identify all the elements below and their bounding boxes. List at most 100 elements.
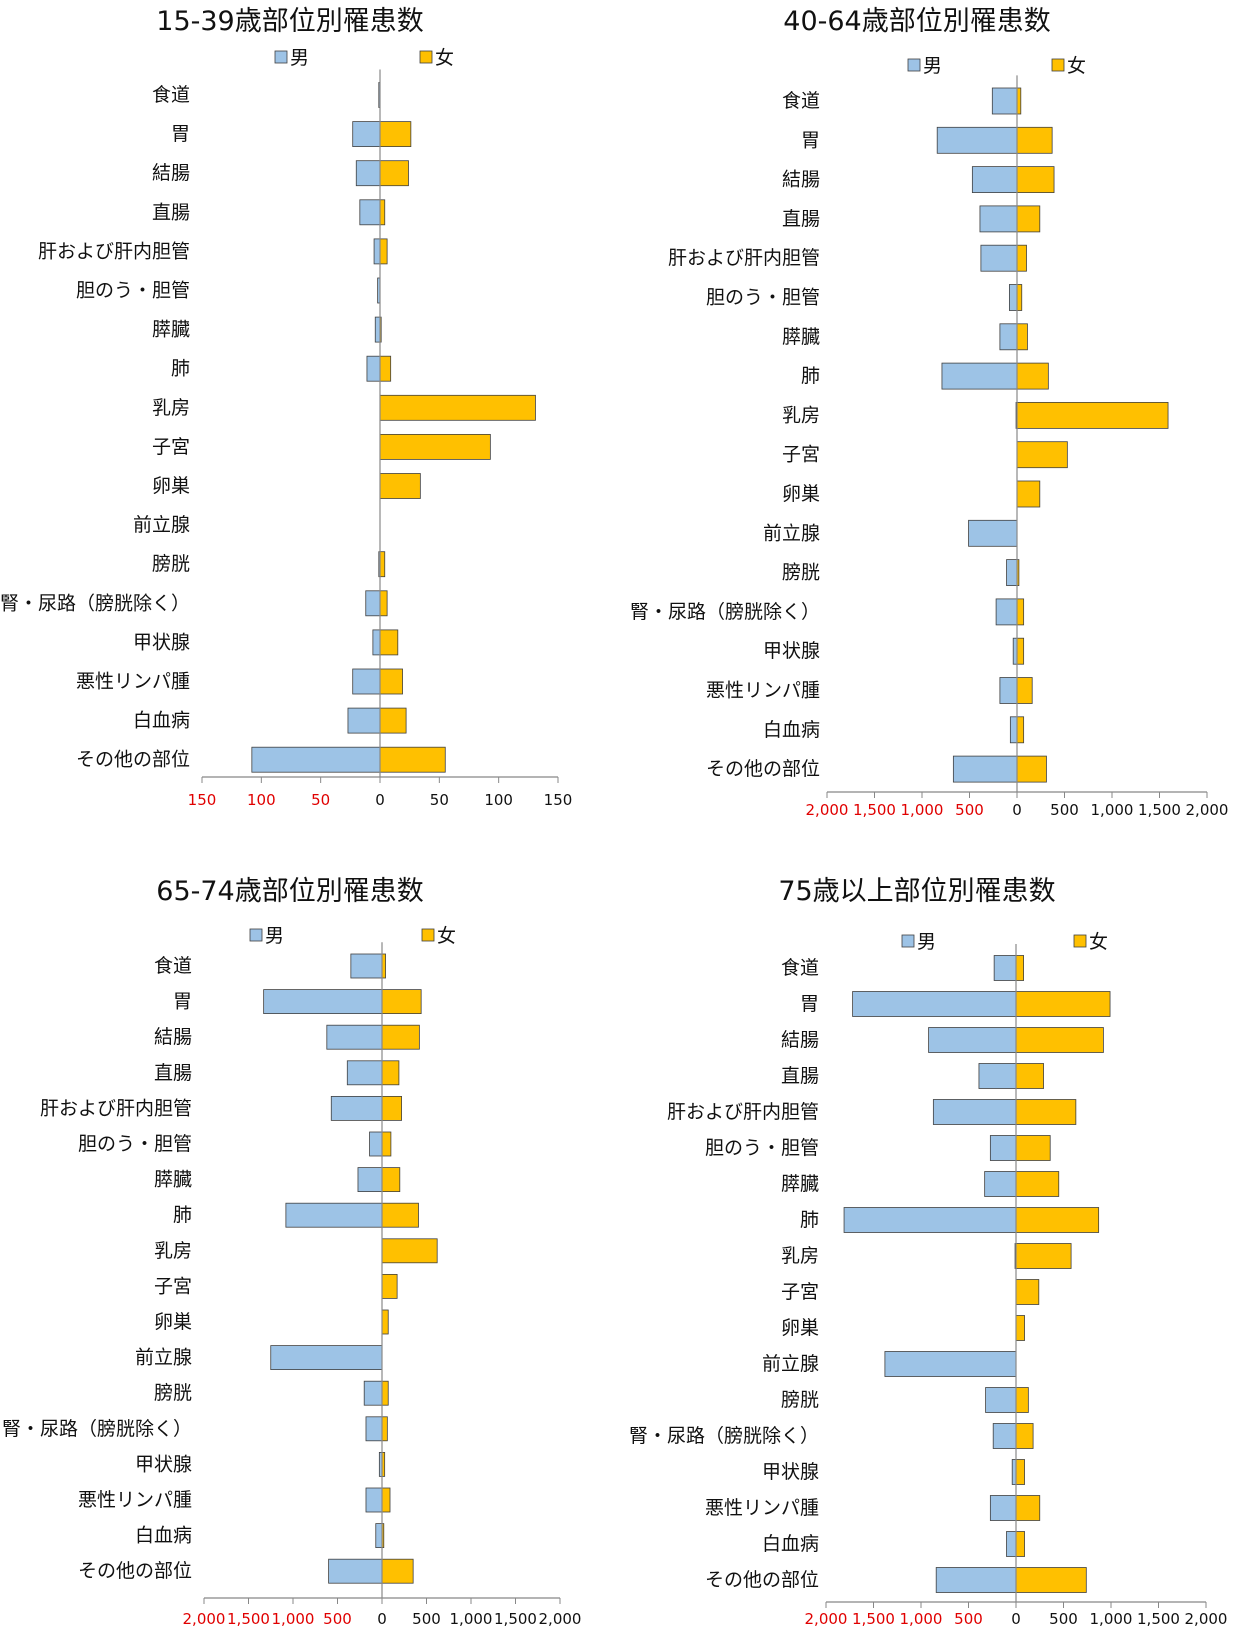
bar-male — [1009, 716, 1018, 744]
bar-female — [1015, 955, 1024, 981]
bar-male — [1006, 1531, 1017, 1557]
category-label: 肺 — [173, 1204, 192, 1226]
x-tick-label-left: 500 — [323, 1610, 352, 1628]
bar-female — [379, 160, 409, 187]
bar-male — [352, 121, 381, 147]
x-tick-label-right: 500 — [412, 1610, 441, 1628]
x-tick-label-right: 2,000 — [1185, 1610, 1228, 1628]
bar-male — [941, 362, 1018, 390]
bar-male — [374, 316, 381, 343]
bar-female — [1016, 598, 1025, 626]
x-tick-label-left: 150 — [188, 791, 217, 809]
bar-male — [985, 1387, 1017, 1413]
x-tick-label-right: 1,000 — [1091, 801, 1134, 819]
category-label: 胆のう・胆管 — [76, 280, 190, 302]
chart-panel-3: 65-74歳部位別罹患数男 女食道胃結腸 直腸 肝および肝内胆管 胆のう・胆管 膵臓肺乳房… — [0, 860, 600, 1634]
bar-female — [1016, 401, 1169, 429]
category-label: 白血病 — [762, 1533, 819, 1555]
bar-female — [381, 1131, 392, 1157]
bar-male — [270, 1345, 383, 1371]
bar-male — [372, 629, 381, 656]
chart-title: 40-64歳部位別罹患数 — [783, 6, 1050, 37]
x-tick-label-left: 500 — [955, 801, 984, 819]
x-tick-label-left: 2,000 — [183, 1610, 226, 1628]
category-label: 直腸 — [782, 208, 820, 230]
bar-male — [359, 199, 381, 226]
bar-male — [357, 1167, 383, 1193]
bar-female — [381, 1487, 391, 1513]
bar-male — [979, 205, 1018, 233]
category-label: 膀胱 — [152, 553, 190, 575]
category-label: 白血病 — [135, 1525, 192, 1547]
category-label: 肝および肝内胆管 — [38, 240, 190, 262]
category-label: 膵臓 — [782, 326, 820, 348]
category-label: 膀胱 — [154, 1382, 192, 1404]
x-tick-label-left: 2,000 — [805, 1610, 848, 1628]
x-tick-label-left: 100 — [247, 791, 276, 809]
category-label: 胆のう・胆管 — [705, 1137, 819, 1159]
category-label: 子宮 — [782, 444, 820, 466]
legend-label-female: 女 — [1089, 931, 1108, 953]
category-label: 直腸 — [781, 1065, 819, 1087]
x-tick-label-left: 1,000 — [900, 1610, 943, 1628]
bar-female — [1016, 677, 1033, 704]
bar-male — [935, 1567, 1017, 1593]
x-tick-label-right: 1,000 — [450, 1610, 493, 1628]
legend-swatch-female — [421, 928, 435, 942]
bar-female — [381, 1238, 438, 1264]
bar-male — [989, 1135, 1017, 1161]
chart-title: 15-39歳部位別罹患数 — [156, 6, 423, 37]
category-label: その他の部位 — [78, 1560, 192, 1582]
bar-female — [1015, 1459, 1025, 1485]
category-label: 甲状腺 — [763, 640, 820, 662]
bar-female — [1015, 1135, 1051, 1161]
legend-male: 男 — [249, 925, 284, 947]
legend-label-female: 女 — [437, 925, 456, 947]
category-label: 肺 — [801, 365, 820, 387]
legend-swatch-male — [249, 928, 263, 942]
bar-female — [381, 1309, 389, 1335]
bar-male — [984, 1171, 1017, 1197]
x-tick-label-right: 0 — [377, 1610, 387, 1628]
legend-swatch-male — [274, 50, 288, 64]
bar-female — [1016, 284, 1023, 311]
category-label: 悪性リンパ腫 — [78, 1489, 192, 1511]
bar-female — [1015, 1243, 1072, 1269]
category-label: 腎・尿路（膀胱除く） — [630, 601, 820, 623]
bar-male — [928, 1027, 1017, 1053]
category-label: 卵巣 — [782, 483, 820, 505]
x-tick-label-left: 50 — [311, 791, 330, 809]
category-label: 白血病 — [133, 710, 190, 732]
bar-female — [1016, 126, 1053, 154]
bar-female — [1016, 480, 1041, 508]
chart-title: 75歳以上部位別罹患数 — [778, 876, 1055, 907]
legend-swatch-female — [1051, 58, 1065, 72]
x-tick-label-right: 0 — [375, 791, 385, 809]
bar-female — [1015, 1567, 1087, 1593]
category-label: 乳房 — [152, 397, 190, 419]
category-label: 胆のう・胆管 — [706, 287, 820, 309]
bar-male — [330, 1095, 383, 1121]
bar-male — [350, 953, 383, 979]
bar-male — [352, 668, 381, 695]
category-label: 卵巣 — [154, 1311, 192, 1333]
bar-male — [971, 166, 1018, 194]
x-tick-label-left: 1,000 — [272, 1610, 315, 1628]
x-tick-label-right: 0 — [1012, 801, 1022, 819]
legend-swatch-female — [1073, 934, 1087, 948]
category-label: その他の部位 — [705, 1569, 819, 1591]
category-label: 乳房 — [782, 404, 820, 426]
category-label: 子宮 — [152, 436, 190, 458]
category-label: その他の部位 — [706, 758, 820, 780]
category-label: 甲状腺 — [762, 1461, 819, 1483]
bar-female — [381, 1024, 420, 1050]
bar-male — [989, 1495, 1017, 1521]
bar-female — [379, 551, 386, 578]
chart-panel-2: 40-64歳部位別罹患数男 女食道胃結腸 直腸 肝および肝内胆管 胆のう・胆管 膵臓肺乳房… — [620, 0, 1240, 830]
bar-female — [1015, 991, 1111, 1017]
bar-female — [379, 199, 386, 226]
bar-female — [1015, 1207, 1100, 1233]
legend-female: 女 — [419, 47, 454, 69]
chart-panel-1: 15-39歳部位別罹患数男 女食道胃結腸 直腸 肝および肝内胆管 胆のう・胆管 膵臓肺乳房… — [0, 0, 600, 830]
